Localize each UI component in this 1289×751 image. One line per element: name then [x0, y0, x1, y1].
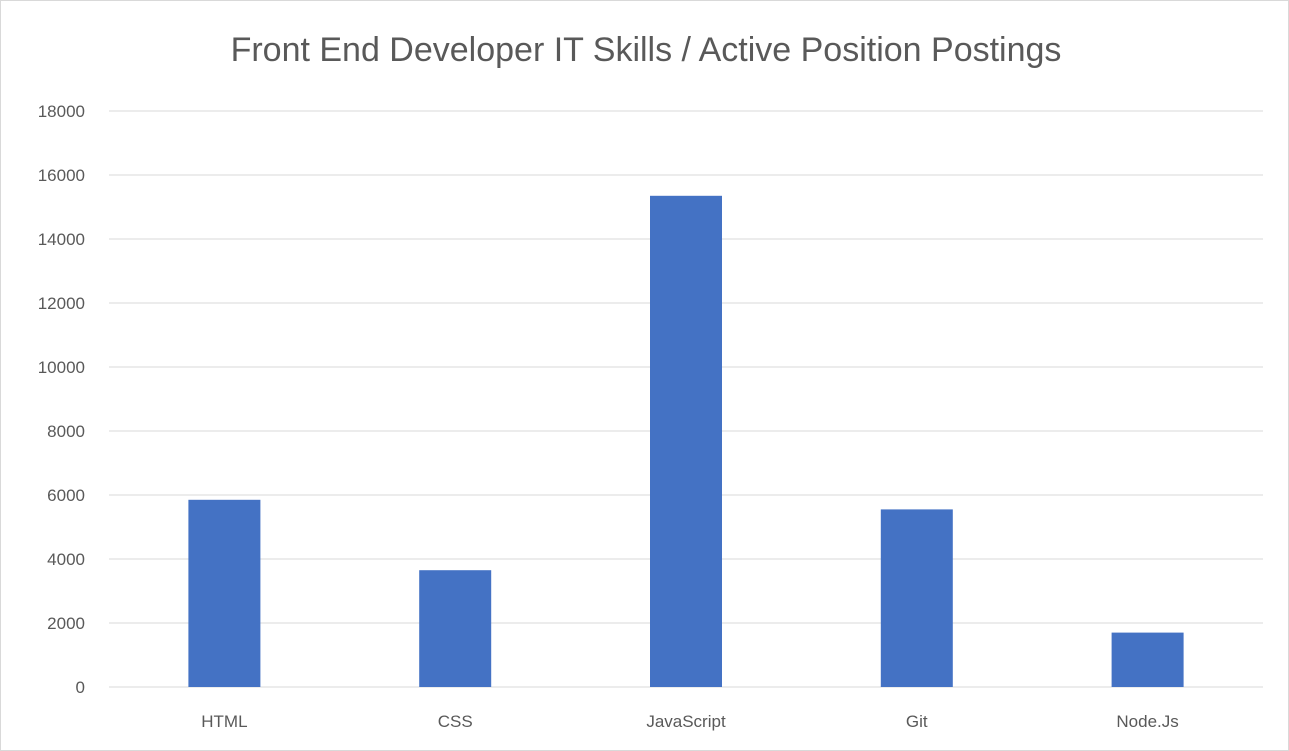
x-tick-label: HTML: [201, 712, 247, 731]
y-tick-label: 8000: [47, 422, 85, 441]
y-tick-label: 2000: [47, 614, 85, 633]
y-axis-ticks: 0 2000 4000 6000 8000 10000 12000 14000 16000 180…: [38, 102, 85, 697]
bar: [650, 195, 722, 688]
bar: [880, 509, 953, 687]
y-tick-label: 14000: [38, 230, 85, 249]
x-tick-label: Git: [906, 712, 928, 731]
x-tick-label: JavaScript: [646, 712, 726, 731]
bar: [419, 570, 492, 687]
y-tick-label: 0: [76, 678, 85, 697]
chart-title: Front End Developer IT Skills / Active P…: [231, 31, 1062, 69]
y-tick-label: 18000: [38, 102, 85, 121]
x-axis-ticks: HTML CSS JavaScript Git Node.Js: [201, 712, 1179, 731]
bar: [1111, 632, 1184, 687]
y-tick-label: 6000: [47, 486, 85, 505]
y-tick-label: 12000: [38, 294, 85, 313]
y-tick-label: 4000: [47, 550, 85, 569]
bars: [188, 195, 1184, 688]
y-tick-label: 10000: [38, 358, 85, 377]
y-tick-label: 16000: [38, 166, 85, 185]
x-tick-label: Node.Js: [1116, 712, 1178, 731]
bar: [188, 499, 261, 687]
x-tick-label: CSS: [438, 712, 473, 731]
